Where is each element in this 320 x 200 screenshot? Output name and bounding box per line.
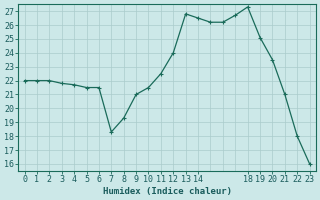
X-axis label: Humidex (Indice chaleur): Humidex (Indice chaleur) — [103, 187, 232, 196]
